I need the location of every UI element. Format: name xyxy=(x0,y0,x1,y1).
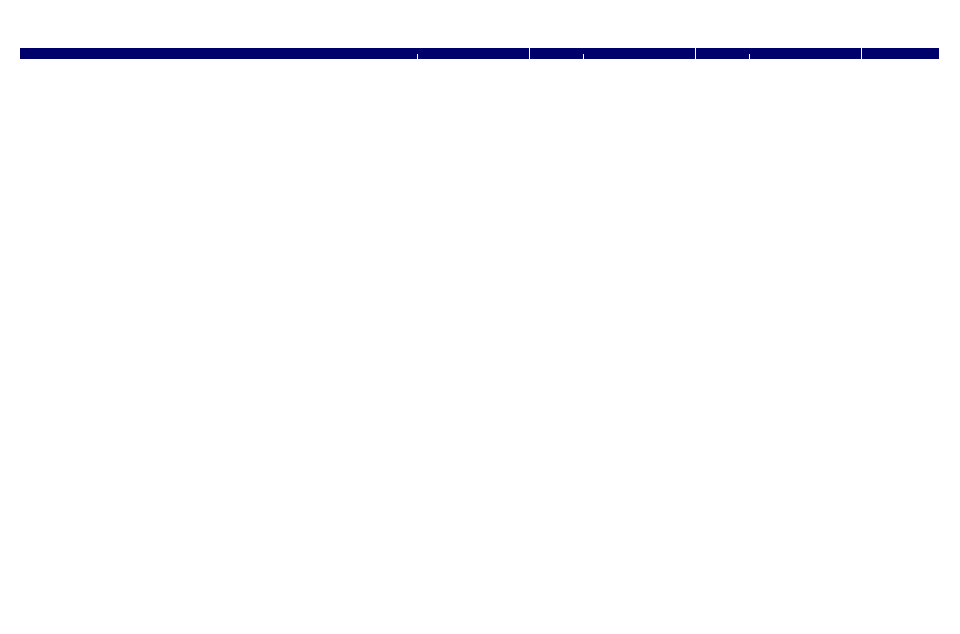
header-procent xyxy=(529,54,583,59)
header-antal xyxy=(861,48,939,59)
page xyxy=(0,0,960,634)
table-header xyxy=(20,48,940,59)
header-ki xyxy=(584,54,696,59)
header-ki xyxy=(418,54,530,59)
header-ki xyxy=(750,54,862,59)
header-procent xyxy=(695,54,749,59)
header-procent xyxy=(364,54,418,59)
data-table xyxy=(20,48,940,59)
